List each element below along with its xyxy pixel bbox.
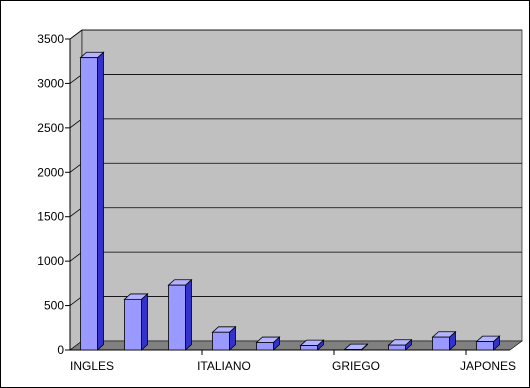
bar [387, 338, 413, 351]
x-tick-label: INGLES [70, 359, 114, 373]
y-tick-label: 1000 [37, 254, 64, 268]
back-wall [81, 29, 523, 342]
y-tick-label: 2500 [37, 121, 64, 135]
bar-front [212, 331, 230, 351]
y-tick-label: 2000 [37, 165, 64, 179]
bar [123, 293, 149, 351]
bar [255, 336, 281, 351]
gridline-side [69, 118, 83, 129]
gridline-side [69, 251, 83, 262]
y-tick-label: 3500 [37, 32, 64, 46]
gridline-side [69, 74, 83, 84]
gridlines [69, 29, 522, 306]
bar-side [97, 51, 104, 351]
bar-front [124, 298, 142, 351]
bar [299, 339, 325, 351]
y-axis-ticks: 0 500 1000 1500 2000 2500 3000 3500 [37, 32, 70, 357]
bar [431, 330, 457, 351]
x-tick-label: GRIEGO [332, 359, 380, 373]
bar-side [141, 293, 148, 351]
bar-front [476, 341, 494, 351]
bar-side [185, 278, 192, 351]
bar [167, 278, 193, 351]
gridline-side [69, 29, 83, 40]
bar [79, 51, 105, 351]
x-axis-ticks: INGLES ITALIANO GRIEGO JAPONES [70, 350, 516, 373]
bar [343, 343, 369, 351]
x-tick-label: ITALIANO [197, 359, 251, 373]
y-tick-label: 3000 [37, 76, 64, 90]
y-tick-label: 500 [44, 299, 64, 313]
y-tick-label: 1500 [37, 210, 64, 224]
bar-front [168, 284, 186, 351]
gridline-side [69, 162, 83, 173]
bar [475, 335, 501, 351]
gridline-side [69, 207, 83, 218]
bar-front [432, 336, 450, 351]
bar-front [388, 344, 406, 351]
bar [211, 325, 237, 351]
chart-walls [69, 29, 523, 351]
bar-front [344, 349, 362, 351]
bar-front [300, 345, 318, 351]
bar-front [256, 342, 274, 351]
bars [79, 51, 501, 351]
y-tick-label: 0 [57, 343, 64, 357]
bar-front [80, 57, 98, 351]
gridline-side [69, 296, 83, 306]
x-tick-label: JAPONES [460, 359, 516, 373]
